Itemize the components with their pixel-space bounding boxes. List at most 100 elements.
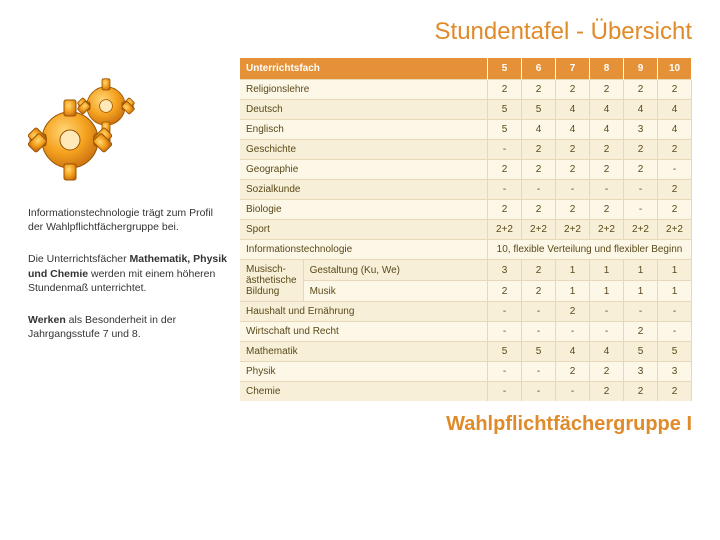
cell-value: 2 xyxy=(658,180,692,200)
table-row: Sport2+22+22+22+22+22+2 xyxy=(240,220,692,240)
cell-value: 4 xyxy=(590,342,624,362)
table-row: Haushalt und Ernährung--2--- xyxy=(240,302,692,322)
paragraph-3: Werken als Besonderheit in der Jahrgangs… xyxy=(28,313,228,341)
table-row: Biologie2222-2 xyxy=(240,200,692,220)
cell-value: 5 xyxy=(488,100,522,120)
row-label: Physik xyxy=(240,362,488,382)
table-row: Wirtschaft und Recht----2- xyxy=(240,322,692,342)
cell-value: - xyxy=(590,322,624,342)
cell-value: 3 xyxy=(624,362,658,382)
cell-value: - xyxy=(522,180,556,200)
cell-value: 5 xyxy=(522,342,556,362)
cell-value: 1 xyxy=(590,260,624,281)
gears-icon xyxy=(28,68,148,188)
cell-value: 1 xyxy=(624,260,658,281)
cell-value: - xyxy=(556,382,590,402)
cell-value: 2 xyxy=(658,382,692,402)
cell-value: 2+2 xyxy=(488,220,522,240)
sub-label: Musik xyxy=(303,281,487,302)
right-column: Unterrichtsfach5678910 Religionslehre222… xyxy=(240,58,692,401)
cell-value: 2+2 xyxy=(556,220,590,240)
cell-value: 2 xyxy=(488,160,522,180)
slide-title: Stundentafel - Übersicht xyxy=(28,18,692,46)
cell-value: 2 xyxy=(658,140,692,160)
cell-value: 2 xyxy=(556,302,590,322)
cell-value: 2 xyxy=(658,80,692,100)
row-label: Sport xyxy=(240,220,488,240)
cell-value: 5 xyxy=(624,342,658,362)
timetable: Unterrichtsfach5678910 Religionslehre222… xyxy=(240,58,692,401)
cell-value: 2 xyxy=(522,140,556,160)
cell-value: 2 xyxy=(522,80,556,100)
cell-value: 4 xyxy=(658,100,692,120)
row-label: Biologie xyxy=(240,200,488,220)
row-label: Chemie xyxy=(240,382,488,402)
cell-value: 4 xyxy=(590,100,624,120)
cell-value: 2 xyxy=(624,160,658,180)
cell-value: - xyxy=(658,322,692,342)
cell-value: 3 xyxy=(488,260,522,281)
row-label: Sozialkunde xyxy=(240,180,488,200)
col-grade: 9 xyxy=(624,58,658,80)
merged-cell: 10, flexible Verteilung und flexibler Be… xyxy=(488,240,692,260)
cell-value: 1 xyxy=(590,281,624,302)
cell-value: 4 xyxy=(556,342,590,362)
cell-value: 2 xyxy=(590,80,624,100)
cell-value: 2 xyxy=(556,140,590,160)
cell-value: 2 xyxy=(522,260,556,281)
row-label: Mathematik xyxy=(240,342,488,362)
table-row: Geographie22222- xyxy=(240,160,692,180)
cell-value: - xyxy=(556,180,590,200)
cell-value: 3 xyxy=(658,362,692,382)
cell-value: - xyxy=(624,302,658,322)
cell-value: - xyxy=(522,382,556,402)
cell-value: 2 xyxy=(590,160,624,180)
cell-value: 2 xyxy=(488,80,522,100)
content-area: Informationstechnologie trägt zum Profil… xyxy=(28,58,692,401)
cell-value: - xyxy=(624,200,658,220)
table-row: Religionslehre222222 xyxy=(240,80,692,100)
row-label: Geographie xyxy=(240,160,488,180)
cell-value: 2 xyxy=(556,200,590,220)
cell-value: - xyxy=(590,180,624,200)
row-label: Deutsch xyxy=(240,100,488,120)
table-row: Englisch544434 xyxy=(240,120,692,140)
cell-value: 5 xyxy=(658,342,692,362)
p2-text-a: Die Unterrichtsfächer xyxy=(28,253,130,265)
cell-value: 2 xyxy=(556,160,590,180)
cell-value: 4 xyxy=(658,120,692,140)
cell-value: 2 xyxy=(556,362,590,382)
cell-value: - xyxy=(488,302,522,322)
row-label: Haushalt und Ernährung xyxy=(240,302,488,322)
cell-value: - xyxy=(624,180,658,200)
cell-value: 2 xyxy=(488,200,522,220)
cell-value: 1 xyxy=(556,281,590,302)
table-row: Deutsch554444 xyxy=(240,100,692,120)
left-column: Informationstechnologie trägt zum Profil… xyxy=(28,58,228,401)
cell-value: - xyxy=(488,180,522,200)
cell-value: 4 xyxy=(556,120,590,140)
cell-value: 2 xyxy=(624,80,658,100)
row-label: Geschichte xyxy=(240,140,488,160)
col-grade: 7 xyxy=(556,58,590,80)
cell-value: 4 xyxy=(556,100,590,120)
cell-value: 2 xyxy=(556,80,590,100)
p3-bold: Werken xyxy=(28,314,66,326)
row-label: Englisch xyxy=(240,120,488,140)
table-row: Mathematik554455 xyxy=(240,342,692,362)
cell-value: - xyxy=(488,140,522,160)
cell-value: 2+2 xyxy=(590,220,624,240)
table-row: Physik--2233 xyxy=(240,362,692,382)
paragraph-2: Die Unterrichtsfächer Mathematik, Physik… xyxy=(28,252,228,295)
col-grade: 6 xyxy=(522,58,556,80)
cell-value: 5 xyxy=(522,100,556,120)
col-subject: Unterrichtsfach xyxy=(240,58,488,80)
cell-value: 2+2 xyxy=(624,220,658,240)
cell-value: 2 xyxy=(624,140,658,160)
cell-value: 1 xyxy=(624,281,658,302)
cell-value: 2 xyxy=(522,281,556,302)
cell-value: - xyxy=(590,302,624,322)
table-row: Informationstechnologie10, flexible Vert… xyxy=(240,240,692,260)
rowspan-label: Musisch-ästhetische Bildung xyxy=(240,260,303,302)
cell-value: - xyxy=(488,382,522,402)
